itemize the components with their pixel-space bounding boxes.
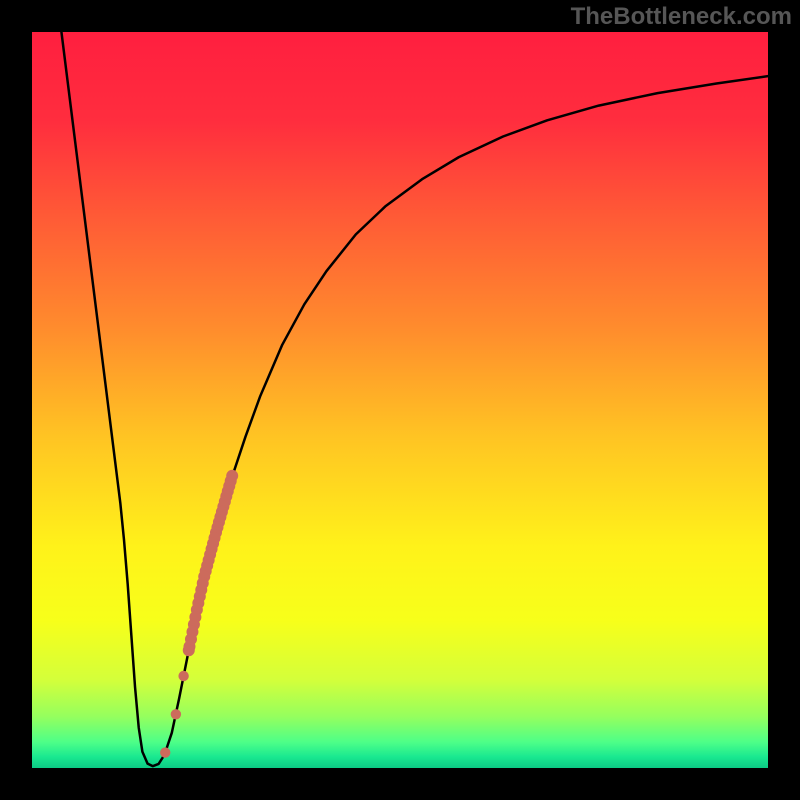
watermark-text: TheBottleneck.com xyxy=(571,3,792,31)
chart-svg xyxy=(32,32,768,768)
plot-area xyxy=(32,32,768,768)
chart-stage: TheBottleneck.com xyxy=(0,0,800,800)
gradient-background xyxy=(32,32,768,768)
